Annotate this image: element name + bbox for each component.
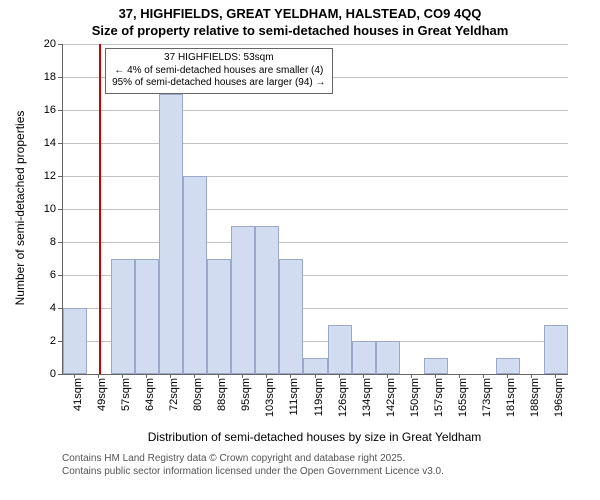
y-tick-label: 12 (0, 170, 56, 182)
histogram-bar (111, 259, 135, 375)
y-tick-mark (58, 176, 62, 177)
y-tick-mark (58, 242, 62, 243)
histogram-bar (183, 176, 207, 374)
y-tick-label: 14 (0, 137, 56, 149)
histogram-bar (424, 358, 448, 375)
y-tick-mark (58, 143, 62, 144)
y-tick-mark (58, 308, 62, 309)
chart-title: 37, HIGHFIELDS, GREAT YELDHAM, HALSTEAD,… (0, 0, 600, 23)
histogram-bar (255, 226, 279, 375)
y-tick-label: 8 (0, 236, 56, 248)
grid-line (63, 110, 568, 111)
chart-plot-area: 37 HIGHFIELDS: 53sqm← 4% of semi-detache… (62, 44, 568, 375)
y-tick-label: 18 (0, 71, 56, 83)
histogram-bar (63, 308, 87, 374)
x-axis-label: Distribution of semi-detached houses by … (62, 430, 567, 444)
y-tick-mark (58, 374, 62, 375)
grid-line (63, 209, 568, 210)
histogram-bar (352, 341, 376, 374)
annotation-line-2: ← 4% of semi-detached houses are smaller… (112, 65, 325, 78)
grid-line (63, 143, 568, 144)
y-tick-mark (58, 275, 62, 276)
y-tick-label: 4 (0, 302, 56, 314)
histogram-bar (231, 226, 255, 375)
footer-line-1: Contains HM Land Registry data © Crown c… (62, 452, 444, 465)
y-tick-mark (58, 110, 62, 111)
histogram-bar (303, 358, 327, 375)
chart-subtitle: Size of property relative to semi-detach… (0, 23, 600, 38)
annotation-box: 37 HIGHFIELDS: 53sqm← 4% of semi-detache… (105, 48, 332, 94)
y-tick-label: 6 (0, 269, 56, 281)
y-tick-mark (58, 77, 62, 78)
histogram-bar (159, 94, 183, 375)
y-tick-label: 20 (0, 38, 56, 50)
histogram-bar (376, 341, 400, 374)
y-tick-label: 16 (0, 104, 56, 116)
y-tick-mark (58, 341, 62, 342)
histogram-bar (207, 259, 231, 375)
y-tick-label: 2 (0, 335, 56, 347)
histogram-bar (496, 358, 520, 375)
y-axis-label: Number of semi-detached properties (13, 108, 27, 308)
footer-attribution: Contains HM Land Registry data © Crown c… (62, 452, 444, 478)
y-tick-mark (58, 44, 62, 45)
histogram-bar (328, 325, 352, 375)
grid-line (63, 44, 568, 45)
footer-line-2: Contains public sector information licen… (62, 465, 444, 478)
histogram-bar (544, 325, 568, 375)
grid-line (63, 176, 568, 177)
annotation-line-1: 37 HIGHFIELDS: 53sqm (112, 52, 325, 65)
y-tick-label: 0 (0, 368, 56, 380)
histogram-bar (279, 259, 303, 375)
reference-line (99, 44, 101, 374)
y-tick-label: 10 (0, 203, 56, 215)
y-tick-mark (58, 209, 62, 210)
grid-line (63, 242, 568, 243)
histogram-bar (135, 259, 159, 375)
annotation-line-3: 95% of semi-detached houses are larger (… (112, 77, 325, 90)
